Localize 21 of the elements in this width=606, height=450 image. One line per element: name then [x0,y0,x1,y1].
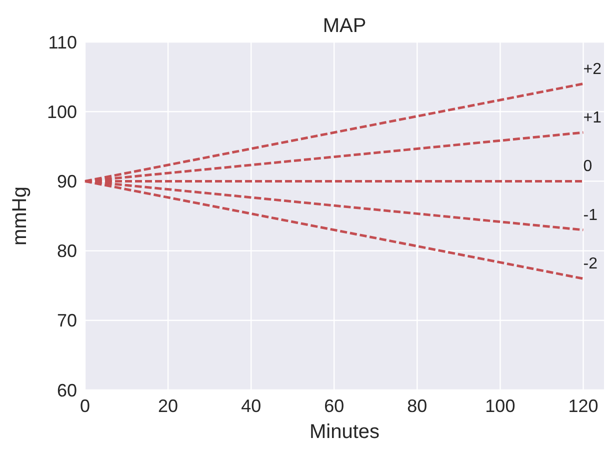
x-tick-label: 20 [158,396,178,416]
y-tick-label: 80 [56,241,77,262]
chart-title: MAP [322,15,366,37]
y-tick-label: 60 [56,380,77,400]
x-tick-label: 80 [407,396,428,416]
y-tick-label: 100 [46,102,77,122]
series-label: 0 [583,158,592,176]
y-tick-label: 90 [56,172,77,192]
x-tick-label: 0 [80,396,90,416]
y-tick-label: 110 [48,32,77,52]
x-axis-title: Minutes [309,421,380,443]
series-label: +1 [583,109,602,126]
series-label: +2 [583,60,602,78]
y-axis-title: mmHg [9,186,31,246]
series-label: -2 [583,256,598,273]
y-tick-label: 70 [56,310,77,331]
x-tick-label: 40 [241,396,262,416]
series-label: -1 [583,206,598,224]
x-tick-label: 100 [485,396,516,416]
x-tick-label: 120 [568,396,598,416]
x-tick-label: 60 [324,396,344,416]
